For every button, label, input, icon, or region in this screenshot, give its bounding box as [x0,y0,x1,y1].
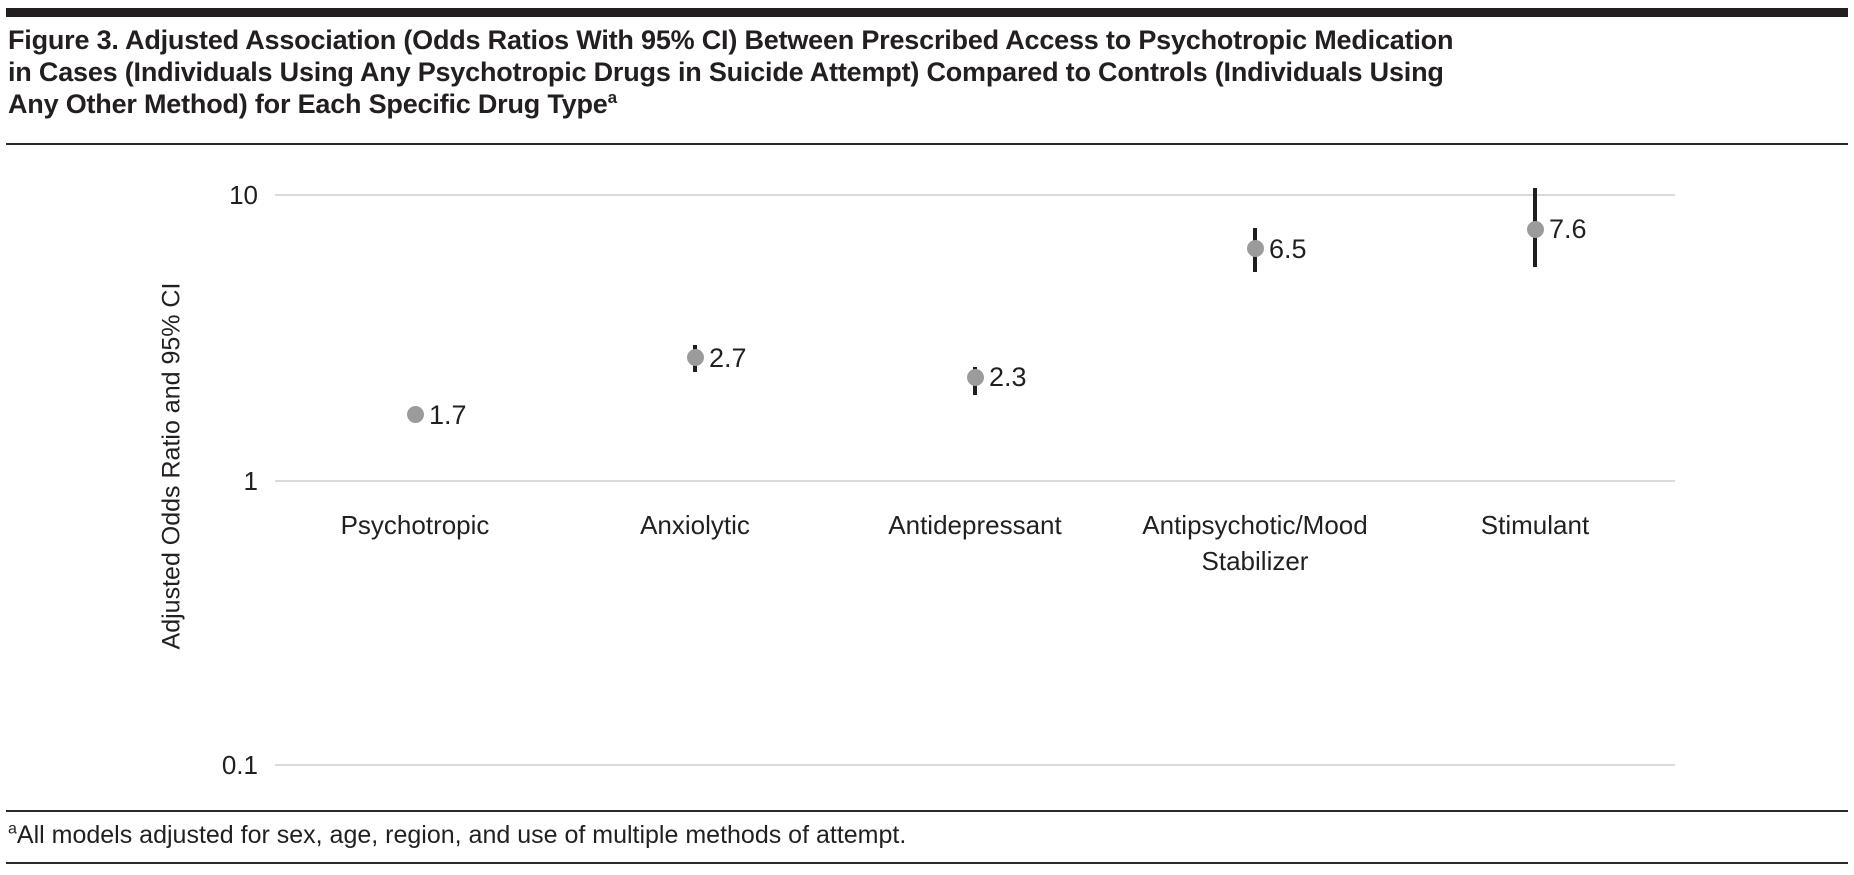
x-category-label: Psychotropic [340,510,490,540]
data-point-dot [1526,220,1544,238]
x-category-label: Anxiolytic [640,510,750,540]
gridline-0p1 [275,764,1675,766]
data-point-dot [686,349,704,367]
y-tick-label-0p1: 0.1 [221,750,258,780]
footnote-rule-top [6,810,1848,812]
figure-title-line-1: Figure 3. Adjusted Association (Odds Rat… [8,25,1454,55]
figure-title-line-2: in Cases (Individuals Using Any Psychotr… [8,57,1444,87]
footnote-superscript: a [8,820,17,838]
footnote-text: All models adjusted for sex, age, region… [16,821,907,849]
data-point-dot [966,368,984,386]
footnote-rule-bottom [6,862,1848,864]
data-point-value-label: 7.6 [1549,214,1587,245]
y-axis-title-text: Adjusted Odds Ratio and 95% CI [157,282,186,650]
gridline-1 [275,480,1675,482]
gridline-10 [275,194,1675,196]
data-point-dot [1246,240,1264,258]
figure-title-superscript: a [607,88,617,107]
data-point-value-label: 2.3 [989,362,1027,393]
data-point-value-label: 2.7 [709,342,747,373]
title-divider-rule [6,143,1848,145]
footnote: aAll models adjusted for sex, age, regio… [8,820,906,850]
x-category-label: Antidepressant [888,510,1062,540]
figure-top-bar [6,8,1848,17]
data-point-value-label: 1.7 [429,399,467,430]
figure-title-line-3: Any Other Method) for Each Specific Drug… [8,88,1568,120]
x-category-label: Stimulant [1480,510,1590,540]
y-tick-label-1: 1 [243,466,258,496]
data-point-dot [406,406,424,424]
figure-title-line-3-text: Any Other Method) for Each Specific Drug… [8,89,608,119]
figure-title: Figure 3. Adjusted Association (Odds Rat… [8,24,1568,120]
data-point-value-label: 6.5 [1269,233,1307,264]
y-tick-label-10: 10 [229,180,258,210]
x-category-label: Antipsychotic/Mood Stabilizer [1142,510,1368,576]
